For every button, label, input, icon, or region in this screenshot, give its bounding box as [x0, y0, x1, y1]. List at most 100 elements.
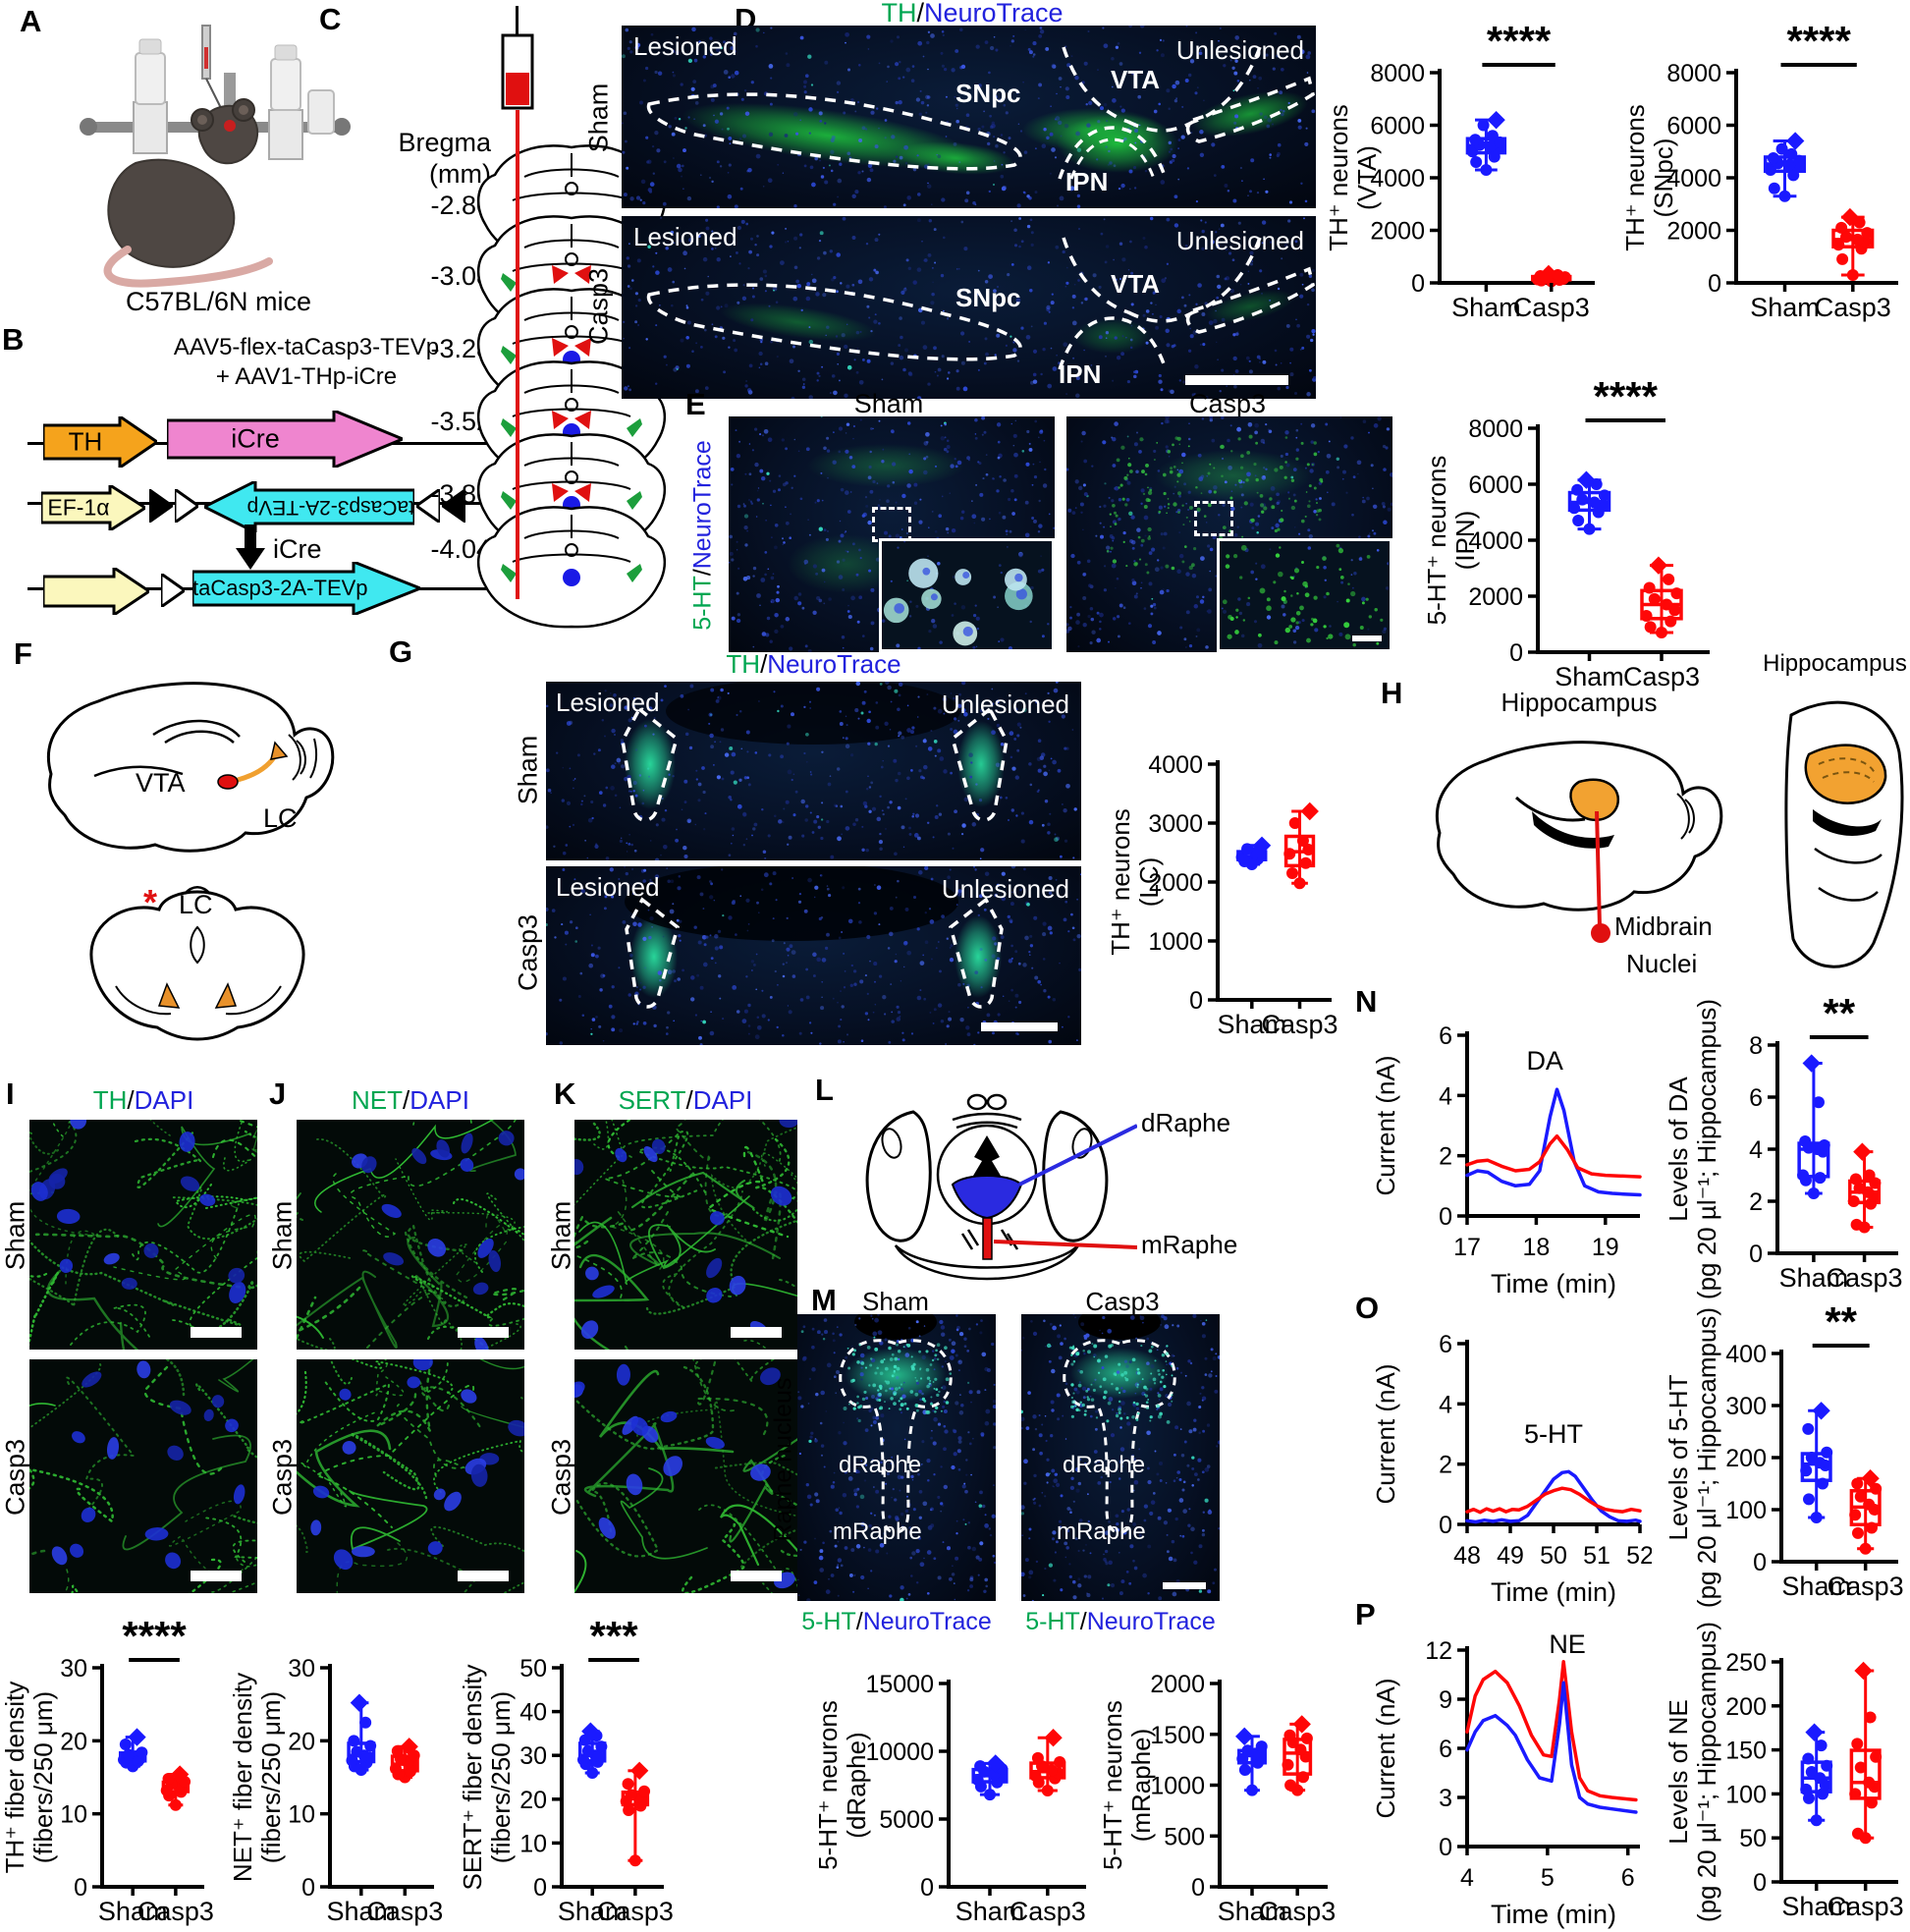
- svg-text:4: 4: [1460, 1864, 1474, 1892]
- svg-text:5000: 5000: [879, 1806, 934, 1834]
- slash: /: [688, 569, 717, 577]
- svg-text:(mRaphe): (mRaphe): [1126, 1729, 1156, 1843]
- svg-text:5-HT⁺ neurons: 5-HT⁺ neurons: [813, 1700, 843, 1870]
- svg-text:***: ***: [590, 1617, 639, 1659]
- lesioned-label: Lesioned: [556, 872, 660, 902]
- svg-text:SERT⁺ fiber density: SERT⁺ fiber density: [458, 1664, 487, 1890]
- bregma-axis-units: (mm): [429, 159, 491, 189]
- svg-text:(fibers/250 μm): (fibers/250 μm): [28, 1691, 58, 1863]
- aav-title-line2: + AAV1-THp-iCre: [215, 363, 398, 390]
- panel-i-title: TH / DAPI: [27, 1085, 259, 1115]
- chart-5ht-chromatogram: 0 2 4 6 Current (nA) 48 49 50 51 52 Time (min) 5-HT: [1371, 1308, 1654, 1609]
- svg-text:200: 200: [1725, 1445, 1767, 1472]
- svg-text:50: 50: [1540, 1542, 1567, 1570]
- svg-text:TH⁺ fiber density: TH⁺ fiber density: [0, 1682, 29, 1874]
- inset-source-box: [872, 507, 911, 542]
- lox-site-filled-icon: [149, 489, 173, 523]
- svg-text:2: 2: [1439, 1143, 1452, 1171]
- svg-text:400: 400: [1725, 1341, 1767, 1368]
- svg-text:Sham: Sham: [955, 1897, 1025, 1926]
- svg-text:5-HT⁺ neurons: 5-HT⁺ neurons: [1422, 456, 1451, 626]
- neurotrace-stain-label: NeuroTrace: [688, 440, 717, 570]
- ef1a-arrow-recombined: [43, 568, 149, 615]
- svg-text:100: 100: [1725, 1781, 1767, 1808]
- svg-text:Sham: Sham: [1781, 1572, 1851, 1601]
- snpc-region-label: SNpc: [955, 283, 1021, 312]
- svg-text:6: 6: [1749, 1084, 1763, 1112]
- svg-text:Levels of 5-HT: Levels of 5-HT: [1664, 1374, 1693, 1540]
- micrograph-lc-casp3: Lesioned Unlesioned: [546, 866, 1081, 1045]
- svg-text:Casp3: Casp3: [366, 1897, 443, 1926]
- svg-text:Casp3: Casp3: [137, 1897, 214, 1926]
- tacasp3-gene-label: taCasp3-2A-TEVp: [192, 576, 368, 600]
- col-label-sham: Sham: [862, 1287, 929, 1316]
- col-label-casp3: Casp3: [1085, 1287, 1160, 1316]
- chart-th-neurons-lc: 0 1000 2000 3000 4000 TH⁺ neurons (LC) Sham Casp…: [1106, 713, 1343, 1045]
- lesioned-label: Lesioned: [633, 222, 737, 251]
- svg-text:6: 6: [1439, 1331, 1452, 1358]
- dapi-stain-label: DAPI: [409, 1084, 469, 1115]
- ipn-region-label: IPN: [1065, 167, 1109, 196]
- svg-text:Time (min): Time (min): [1491, 1900, 1616, 1929]
- draphe-region-label: dRaphe: [839, 1452, 922, 1478]
- chart-net-fiber-density: 0 10 20 30 NET⁺ fiber density (fibers/250 μm)…: [228, 1617, 446, 1932]
- th-promoter-arrow: [43, 416, 157, 468]
- svg-text:8: 8: [1749, 1032, 1763, 1060]
- flipped-tacasp3-arrow: [204, 481, 414, 532]
- svg-text:Casp3: Casp3: [1815, 293, 1891, 322]
- neurotrace-stain-label: NeuroTrace: [767, 648, 901, 679]
- row-label-sham: Sham: [267, 1200, 298, 1271]
- panel-label-g: G: [389, 635, 413, 669]
- svg-text:Sham: Sham: [1218, 1010, 1287, 1039]
- ht5-stain-label: 5-HT: [1025, 1607, 1080, 1635]
- svg-text:Levels of DA: Levels of DA: [1664, 1076, 1693, 1222]
- panel-label-p: P: [1355, 1597, 1376, 1631]
- svg-text:100: 100: [1725, 1497, 1767, 1524]
- icre-gene-label: iCre: [231, 423, 280, 454]
- svg-text:Sham: Sham: [1451, 293, 1521, 322]
- micrograph-net-fibers-sham: [297, 1120, 524, 1350]
- svg-text:0: 0: [74, 1874, 87, 1902]
- chart-5ht-neurons-draphe: 0 5000 10000 15000 5-HT⁺ neurons (dRaphe) Sham…: [813, 1632, 1098, 1932]
- svg-text:300: 300: [1725, 1393, 1767, 1420]
- svg-text:20: 20: [519, 1787, 547, 1814]
- scale-bar: [191, 1327, 242, 1338]
- svg-text:0: 0: [1509, 639, 1523, 667]
- svg-text:**: **: [1825, 1302, 1857, 1345]
- scale-bar: [731, 1571, 782, 1581]
- neurotrace-stain-label: NeuroTrace: [1086, 1607, 1216, 1635]
- svg-text:Sham: Sham: [558, 1897, 628, 1926]
- svg-text:3000: 3000: [1148, 810, 1203, 838]
- svg-text:DA: DA: [1526, 1046, 1563, 1076]
- svg-text:4000: 4000: [1148, 751, 1203, 779]
- svg-text:TH⁺ neurons: TH⁺ neurons: [1324, 104, 1353, 251]
- svg-text:2000: 2000: [1468, 583, 1523, 611]
- micrograph-ipn-sham: [729, 416, 1055, 652]
- micrograph-ipn-casp3: [1066, 416, 1392, 652]
- lc-label: LC: [263, 803, 298, 833]
- scale-bar: [458, 1571, 509, 1581]
- svg-text:6: 6: [1439, 1736, 1452, 1763]
- micrograph-th-fibers-sham: [29, 1120, 257, 1350]
- svg-text:30: 30: [60, 1655, 87, 1683]
- svg-text:Time (min): Time (min): [1491, 1269, 1616, 1298]
- svg-text:10: 10: [519, 1830, 547, 1857]
- svg-text:Casp3: Casp3: [1828, 1572, 1904, 1601]
- svg-text:0: 0: [1189, 987, 1203, 1015]
- scale-bar: [458, 1327, 509, 1338]
- row-label-casp3: Casp3: [583, 267, 614, 346]
- svg-text:1000: 1000: [1150, 1773, 1205, 1800]
- vta-region-label: VTA: [1111, 269, 1161, 299]
- svg-text:Casp3: Casp3: [1010, 1897, 1086, 1926]
- svg-text:9: 9: [1439, 1686, 1452, 1714]
- svg-text:0: 0: [1439, 1834, 1452, 1861]
- svg-text:4: 4: [1439, 1391, 1452, 1418]
- svg-text:0: 0: [1753, 1549, 1767, 1576]
- ef1a-promoter-arrow: [41, 485, 145, 530]
- slash: /: [403, 1084, 410, 1115]
- svg-text:2000: 2000: [1148, 869, 1203, 897]
- svg-text:Sham: Sham: [1779, 1263, 1849, 1293]
- micrograph-raphe-sham: dRaphe mRaphe: [797, 1314, 996, 1601]
- panel-j-title: NET / DAPI: [295, 1084, 526, 1115]
